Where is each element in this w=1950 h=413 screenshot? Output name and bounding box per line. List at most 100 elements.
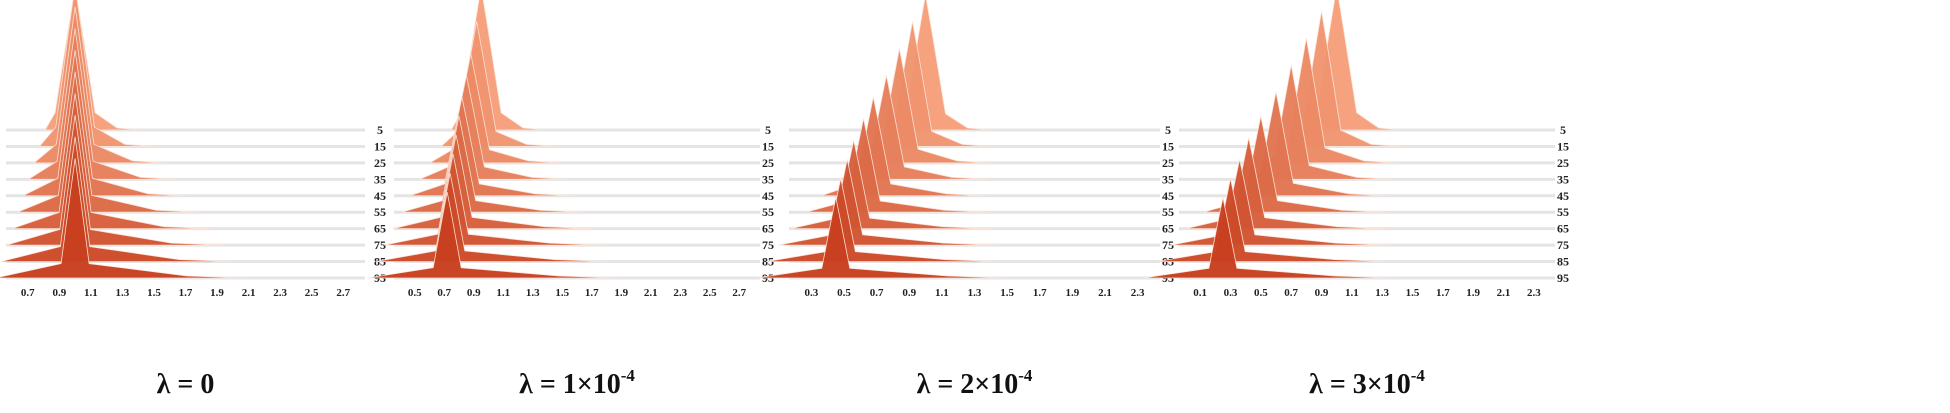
x-tick-label: 0.5 [1254,287,1268,299]
panel-title-exponent: -4 [1018,366,1033,385]
ridge-epoch-95 [755,197,1012,279]
y-tick-label: 65 [1162,222,1174,236]
x-tick-label: 1.9 [1066,287,1080,299]
y-tick-label: 75 [1162,238,1174,252]
ridge-epoch-85 [375,173,614,262]
y-tick-label: 5 [1165,123,1171,137]
y-tick-label: 65 [374,222,386,236]
ridge-epoch-65 [392,135,596,230]
y-tick-label: 85 [1557,255,1569,269]
y-tick-label: 25 [1162,156,1174,170]
x-tick-label: 1.5 [147,287,161,299]
x-tick-label: 1.5 [1000,287,1014,299]
y-tick-label: 35 [1162,172,1174,186]
x-tick-label: 0.9 [902,287,916,299]
x-tick-label: 1.9 [1466,287,1480,299]
x-tick-label: 2.7 [732,287,746,299]
y-tick-label: 45 [1162,189,1174,203]
panel-title-prefix: λ = [1309,369,1353,400]
panel-title-exponent: -4 [621,366,636,385]
y-tick-label: 15 [762,139,774,153]
x-tick-label: 0.7 [870,287,884,299]
x-tick-label: 2.1 [644,287,658,299]
x-tick-label: 0.1 [1193,287,1207,299]
ridge-epoch-95 [367,192,624,279]
x-tick-label: 2.3 [1131,287,1145,299]
x-tick-label: 1.7 [1033,287,1047,299]
panel-title-main: 0 [200,369,214,400]
x-tick-label: 0.9 [1315,287,1329,299]
x-tick-label: 2.1 [1098,287,1112,299]
y-tick-label: 45 [762,189,774,203]
y-tick-label: 25 [1557,156,1569,170]
ridge-epoch-95 [0,158,252,279]
y-tick-label: 55 [374,205,386,219]
x-tick-label: 0.9 [467,287,481,299]
x-tick-label: 0.7 [21,287,35,299]
y-tick-label: 25 [762,156,774,170]
y-tick-label: 75 [374,238,386,252]
panel-title-main: 3×10 [1353,369,1411,400]
x-tick-label: 0.7 [1284,287,1298,299]
ridge-epoch-75 [6,115,227,246]
x-tick-label: 1.1 [496,287,510,299]
x-tick-label: 1.3 [968,287,982,299]
x-tick-label: 1.5 [555,287,569,299]
x-tick-label: 2.1 [242,287,256,299]
panel-3: 51525354555657585950.30.50.70.91.11.31.5… [755,0,1174,400]
panel-title: λ = 1×10-4 [519,366,635,400]
x-tick-label: 1.1 [84,287,98,299]
ridge-epoch-85 [0,136,239,262]
ridge-epoch-65 [11,93,215,230]
panel-title-prefix: λ = [157,369,201,400]
x-tick-label: 1.3 [526,287,540,299]
x-tick-label: 0.3 [1224,287,1238,299]
y-tick-label: 5 [765,123,771,137]
y-tick-label: 15 [1162,139,1174,153]
panel-title: λ = 3×10-4 [1309,366,1425,400]
y-tick-label: 65 [1557,222,1569,236]
ridge-epoch-95 [1142,197,1399,279]
y-tick-label: 95 [1557,271,1569,285]
x-tick-label: 1.1 [1345,287,1359,299]
y-tick-label: 25 [374,156,386,170]
x-tick-label: 2.3 [1527,287,1541,299]
panel-title-prefix: λ = [519,369,563,400]
x-tick-label: 1.9 [614,287,628,299]
y-tick-label: 15 [374,139,386,153]
y-tick-label: 35 [762,172,774,186]
ridge-epoch-75 [384,154,605,246]
y-tick-label: 35 [1557,172,1569,186]
y-tick-label: 5 [1560,123,1566,137]
y-tick-label: 55 [1557,205,1569,219]
panel-title-prefix: λ = [917,369,961,400]
x-tick-label: 2.3 [673,287,687,299]
y-tick-label: 65 [762,222,774,236]
x-tick-label: 1.7 [179,287,193,299]
x-tick-label: 2.5 [703,287,717,299]
x-tick-label: 1.9 [210,287,224,299]
x-tick-label: 1.7 [1436,287,1450,299]
panel-4: 5 15 25 35 45 55 65 75 85 95 0.1 0.3 0.5 0.7 0.9 1.1 1.3… [1142,0,1569,400]
x-tick-label: 0.5 [408,287,422,299]
x-tick-label: 2.1 [1497,287,1511,299]
x-tick-label: 1.7 [585,287,599,299]
panel-title-main: 1×10 [563,369,621,400]
x-tick-label: 1.3 [1375,287,1389,299]
x-tick-label: 1.5 [1406,287,1420,299]
y-tick-label: 5 [377,123,383,137]
x-tick-label: 0.3 [804,287,818,299]
panel-title: λ = 2×10-4 [917,366,1033,400]
x-tick-label: 2.5 [305,287,319,299]
x-tick-label: 0.9 [52,287,66,299]
y-tick-label: 45 [374,189,386,203]
y-tick-label: 15 [1557,139,1569,153]
panel-2: 51525354555657585950.50.70.91.11.31.51.7… [367,0,774,400]
x-tick-label: 1.1 [935,287,949,299]
x-tick-label: 0.7 [437,287,451,299]
x-tick-label: 0.5 [837,287,851,299]
y-tick-label: 75 [762,238,774,252]
x-tick-label: 2.3 [273,287,287,299]
panel-1: 51525354555657585950.70.91.11.31.51.71.9… [0,0,386,400]
